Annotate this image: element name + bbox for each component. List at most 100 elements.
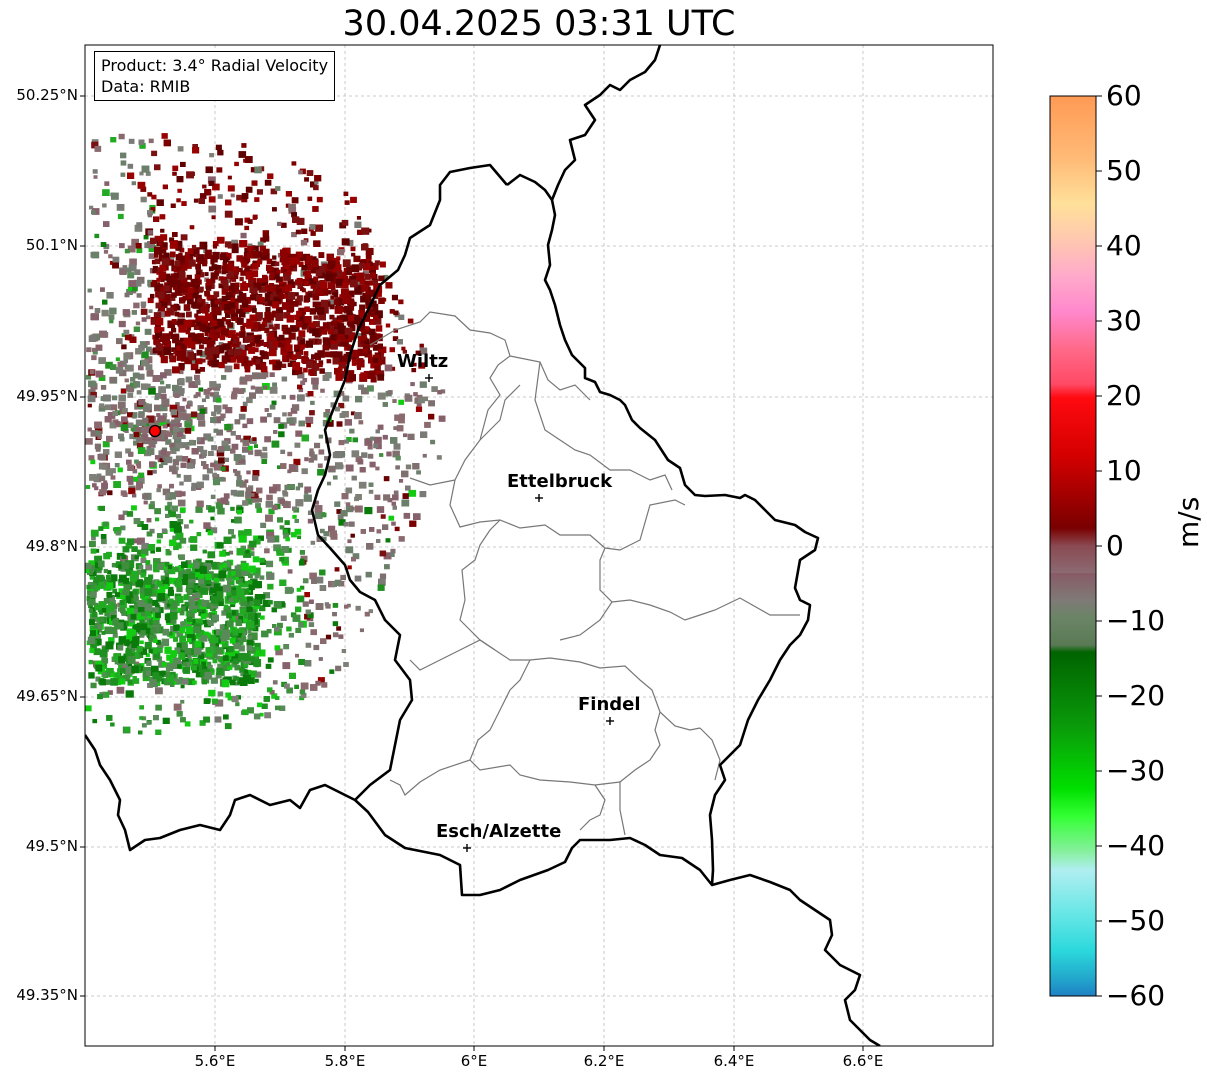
- echo-pixel: [88, 455, 95, 461]
- echo-pixel: [276, 548, 285, 556]
- echo-pixel: [303, 367, 308, 373]
- echo-pixel: [189, 536, 198, 543]
- echo-pixel: [340, 288, 349, 297]
- y-tick-label: 50.1°N: [25, 236, 78, 254]
- echo-pixel: [213, 323, 222, 332]
- echo-pixel: [376, 539, 381, 543]
- echo-pixel: [123, 577, 130, 584]
- echo-pixel: [179, 507, 186, 513]
- echo-pixel: [343, 522, 349, 527]
- echo-pixel: [149, 634, 157, 642]
- echo-pixel: [298, 330, 306, 338]
- echo-pixel: [153, 558, 161, 565]
- echo-pixel: [131, 665, 139, 674]
- echo-pixel: [276, 288, 283, 295]
- echo-pixel: [286, 269, 292, 275]
- echo-pixel: [180, 684, 185, 689]
- echo-pixel: [205, 395, 210, 399]
- colorbar-tick-label: 60: [1106, 79, 1142, 112]
- echo-pixel: [224, 424, 232, 431]
- echo-pixel: [120, 624, 128, 631]
- echo-pixel: [247, 544, 255, 551]
- echo-pixel: [246, 321, 254, 329]
- echo-pixel: [212, 241, 219, 247]
- echo-pixel: [142, 672, 148, 678]
- echo-pixel: [179, 297, 186, 304]
- echo-pixel: [282, 662, 291, 670]
- echo-pixel: [240, 599, 248, 607]
- echo-pixel: [249, 392, 256, 399]
- echo-pixel: [370, 272, 377, 279]
- echo-pixel: [345, 268, 352, 275]
- echo-pixel: [210, 634, 216, 640]
- echo-pixel: [260, 362, 267, 369]
- echo-pixel: [126, 267, 132, 273]
- echo-pixel: [288, 484, 295, 490]
- echo-pixel: [93, 475, 102, 483]
- echo-pixel: [134, 269, 141, 275]
- echo-pixel: [95, 638, 102, 646]
- echo-pixel: [125, 666, 134, 675]
- echo-pixel: [110, 475, 116, 480]
- echo-pixel: [299, 689, 306, 695]
- echo-pixel: [174, 567, 179, 572]
- echo-pixel: [225, 692, 231, 698]
- echo-pixel: [168, 631, 173, 636]
- echo-pixel: [200, 584, 206, 590]
- echo-pixel: [285, 351, 294, 359]
- echo-pixel: [336, 306, 344, 313]
- echo-pixel: [182, 661, 187, 666]
- echo-pixel: [170, 606, 178, 614]
- echo-pixel: [132, 414, 137, 419]
- echo-pixel: [342, 395, 350, 402]
- echo-pixel: [229, 579, 235, 585]
- echo-pixel: [356, 333, 363, 339]
- echo-pixel: [171, 327, 177, 333]
- echo-pixel: [133, 596, 139, 602]
- echo-pixel: [139, 171, 144, 176]
- echo-pixel: [292, 369, 299, 376]
- echo-pixel: [349, 275, 356, 283]
- echo-pixel: [337, 514, 344, 520]
- echo-pixel: [289, 394, 296, 400]
- echo-pixel: [210, 272, 218, 280]
- echo-pixel: [304, 457, 309, 462]
- echo-pixel: [148, 574, 154, 580]
- echo-pixel: [126, 511, 134, 517]
- echo-pixel: [335, 665, 342, 672]
- echo-pixel: [139, 705, 144, 710]
- echo-pixel: [238, 349, 247, 357]
- echo-pixel: [370, 436, 375, 441]
- echo-pixel: [94, 585, 100, 591]
- echo-pixel: [119, 360, 127, 367]
- echo-pixel: [128, 480, 134, 485]
- echo-pixel: [198, 387, 204, 392]
- echo-pixel: [102, 662, 107, 667]
- echo-pixel: [196, 321, 201, 326]
- echo-pixel: [119, 599, 125, 605]
- echo-pixel: [390, 366, 396, 371]
- echo-pixel: [272, 267, 279, 275]
- echo-pixel: [297, 252, 303, 258]
- echo-pixel: [224, 303, 231, 311]
- echo-pixel: [206, 339, 215, 348]
- echo-pixel: [106, 582, 114, 590]
- echo-pixel: [227, 175, 232, 180]
- echo-pixel: [92, 333, 101, 341]
- echo-pixel: [231, 239, 239, 246]
- echo-pixel: [203, 433, 212, 441]
- echo-pixel: [304, 486, 312, 493]
- echo-pixel: [138, 564, 144, 570]
- echo-pixel: [265, 514, 273, 522]
- echo-pixel: [236, 255, 243, 262]
- echo-pixel: [118, 564, 123, 570]
- echo-pixel: [99, 560, 105, 566]
- echo-pixel: [298, 659, 305, 665]
- echo-pixel: [360, 295, 367, 303]
- echo-pixel: [201, 337, 208, 343]
- echo-pixel: [304, 270, 311, 277]
- echo-pixel: [184, 524, 189, 529]
- echo-pixel: [222, 679, 230, 688]
- echo-pixel: [235, 332, 241, 337]
- echo-pixel: [129, 574, 137, 582]
